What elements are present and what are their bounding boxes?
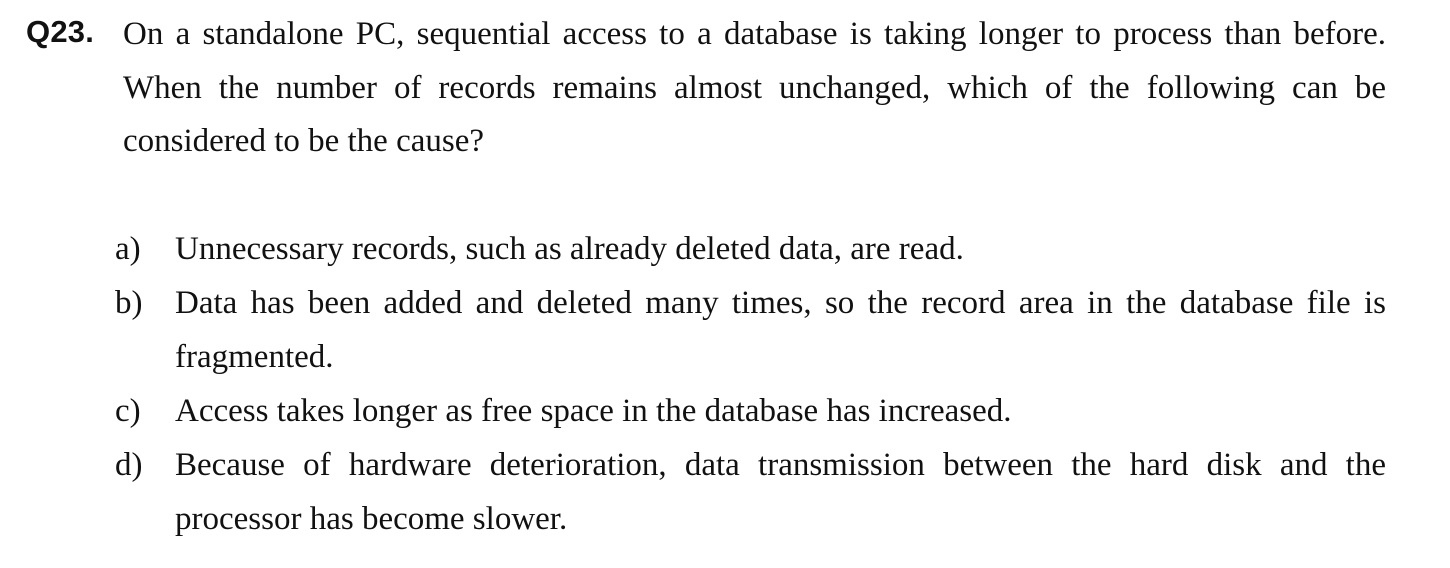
option-letter: d) (115, 447, 143, 483)
question-number: Q23. (26, 14, 95, 49)
option-c: c) Access takes longer as free space in … (115, 384, 1386, 438)
question-text: On a standalone PC, sequential access to… (123, 16, 1386, 159)
option-b: b) Data has been added and deleted many … (115, 276, 1386, 384)
answer-options: a) Unnecessary records, such as already … (115, 222, 1386, 546)
option-text: Unnecessary records, such as already del… (175, 231, 964, 267)
option-letter: b) (115, 285, 143, 321)
option-a: a) Unnecessary records, such as already … (115, 222, 1386, 276)
option-letter: c) (115, 393, 141, 429)
question-block: Q23. On a standalone PC, sequential acce… (26, 8, 1386, 169)
option-text: Because of hardware deterioration, data … (175, 447, 1386, 537)
option-d: d) Because of hardware deterioration, da… (115, 438, 1386, 546)
option-text: Data has been added and deleted many tim… (175, 285, 1386, 375)
option-letter: a) (115, 231, 141, 267)
option-text: Access takes longer as free space in the… (175, 393, 1012, 429)
